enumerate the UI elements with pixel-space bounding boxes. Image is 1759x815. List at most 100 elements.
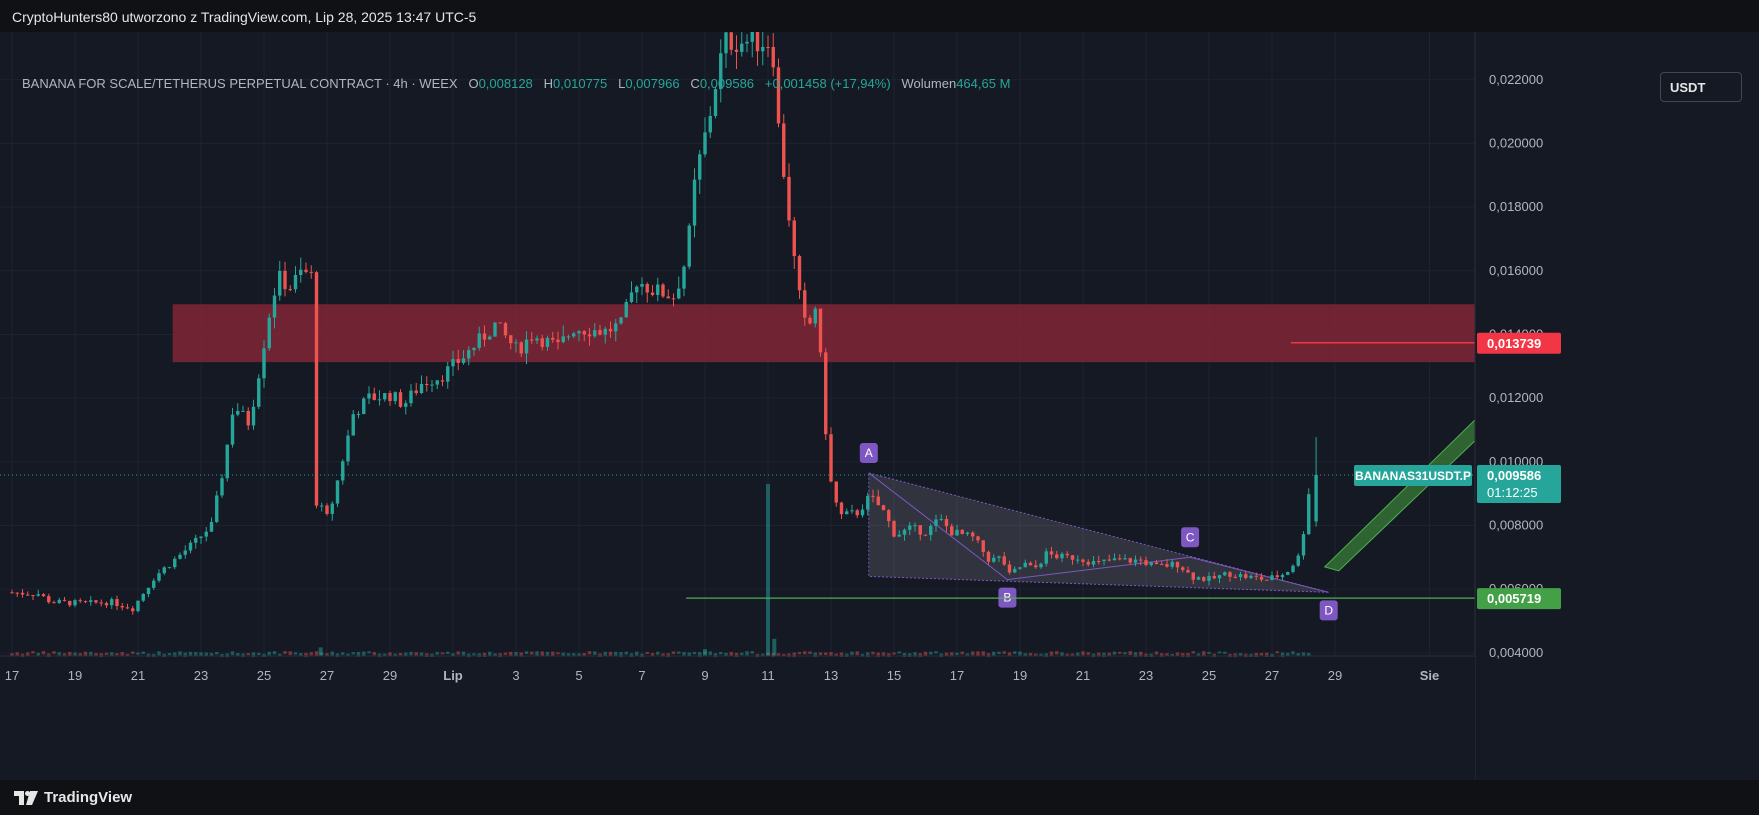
candle-body xyxy=(36,594,40,596)
candle-body xyxy=(131,608,135,612)
volume-bar xyxy=(850,651,854,656)
volume-bar xyxy=(104,652,109,655)
volume-bar xyxy=(383,653,387,657)
candle-body xyxy=(477,333,481,348)
candle-body xyxy=(461,358,466,363)
low-value: 0,007966 xyxy=(625,76,680,91)
candle-body xyxy=(1018,567,1022,569)
volume-bar xyxy=(183,652,187,658)
volume-bar xyxy=(929,651,933,655)
candle-body xyxy=(944,519,949,527)
price-label-text: 0,009586 xyxy=(1487,468,1541,483)
volume-bar xyxy=(530,651,534,655)
candle-body xyxy=(1007,564,1012,573)
volume-spike xyxy=(318,647,323,656)
candle-body xyxy=(288,289,292,291)
candle-body xyxy=(62,599,67,601)
candle-body xyxy=(792,220,796,257)
candle-body xyxy=(141,594,145,601)
volume-bar xyxy=(173,652,177,658)
candle-body xyxy=(892,521,896,537)
candle-body xyxy=(1249,575,1253,578)
candle-body xyxy=(850,510,854,512)
candle-body xyxy=(1065,553,1069,556)
volume-bar xyxy=(204,652,208,656)
volume-bar xyxy=(519,652,523,657)
candle-body xyxy=(278,270,282,296)
tradingview-logo[interactable]: TradingView xyxy=(14,789,132,806)
volume-bar xyxy=(346,653,350,656)
volume-bar xyxy=(26,652,30,656)
candle-body xyxy=(1301,534,1306,556)
volume-bar xyxy=(1133,652,1138,658)
volume-bar xyxy=(414,652,418,656)
volume-bar xyxy=(304,652,308,658)
volume-bar xyxy=(1275,651,1279,654)
volume-bar xyxy=(335,653,340,657)
volume-bar xyxy=(1286,652,1290,657)
close-label: C xyxy=(690,76,700,91)
volume-bar xyxy=(31,651,35,654)
candlestick-chart[interactable]: ABCD 0,0040000,0060000,0080000,0100000,0… xyxy=(0,32,1759,780)
candle-body xyxy=(136,600,140,612)
volume-bar xyxy=(787,653,791,657)
volume-bar xyxy=(965,653,970,656)
volume-bar xyxy=(1280,652,1285,658)
volume-bar xyxy=(997,651,1001,655)
pattern-path xyxy=(868,472,1329,593)
candle-body xyxy=(960,529,964,535)
volume-bar xyxy=(404,652,408,657)
candle-body xyxy=(257,378,261,407)
chart-area[interactable]: ABCD 0,0040000,0060000,0080000,0100000,0… xyxy=(0,32,1759,780)
price-axis-bg xyxy=(1475,32,1759,780)
candle-body xyxy=(740,43,744,52)
candle-body xyxy=(908,525,912,530)
candle-body xyxy=(509,335,513,344)
candle-body xyxy=(1002,556,1006,565)
volume-bar xyxy=(356,651,361,657)
candle-body xyxy=(561,336,565,343)
candle-body xyxy=(309,271,313,273)
volume-bar xyxy=(1265,652,1269,658)
price-label-bg xyxy=(1477,588,1561,610)
candle-body xyxy=(855,510,859,516)
candle-body xyxy=(824,352,828,435)
volume-bar xyxy=(488,651,492,657)
volume-bar xyxy=(482,652,487,658)
volume-bar xyxy=(36,652,40,657)
candle-body xyxy=(514,342,518,344)
candle-body xyxy=(241,410,245,412)
volume-bar xyxy=(698,652,702,657)
volume-bar xyxy=(992,651,996,656)
candle-body xyxy=(829,434,833,482)
volume-bar xyxy=(724,652,728,657)
volume-bar xyxy=(430,653,434,657)
candle-body xyxy=(577,331,581,334)
volume-bar xyxy=(1238,653,1243,657)
volume-bar xyxy=(1123,652,1127,655)
candle-body xyxy=(1223,572,1227,576)
candle-body xyxy=(750,32,754,42)
volume-value: 464,65 M xyxy=(956,76,1011,91)
currency-button[interactable]: USDT xyxy=(1660,72,1742,102)
volume-bar xyxy=(897,651,901,654)
volume-bar xyxy=(267,651,271,656)
candle-body xyxy=(1314,474,1318,522)
candle-body xyxy=(624,302,628,318)
candle-body xyxy=(656,284,660,295)
candle-body xyxy=(1270,575,1274,580)
volume-bar xyxy=(141,651,145,655)
candle-body xyxy=(173,558,177,568)
candle-body xyxy=(871,495,875,497)
candle-body xyxy=(981,540,985,552)
candle-body xyxy=(414,390,418,394)
candle-body xyxy=(383,393,387,400)
price-tick-label: 0,022000 xyxy=(1489,72,1543,87)
volume-bar xyxy=(866,652,870,658)
time-tick-label: 21 xyxy=(131,668,145,683)
volume-bar xyxy=(1102,652,1106,658)
volume-bar xyxy=(209,652,214,657)
candle-body xyxy=(703,132,707,155)
volume-bar xyxy=(944,652,949,656)
volume-bar xyxy=(330,651,334,656)
